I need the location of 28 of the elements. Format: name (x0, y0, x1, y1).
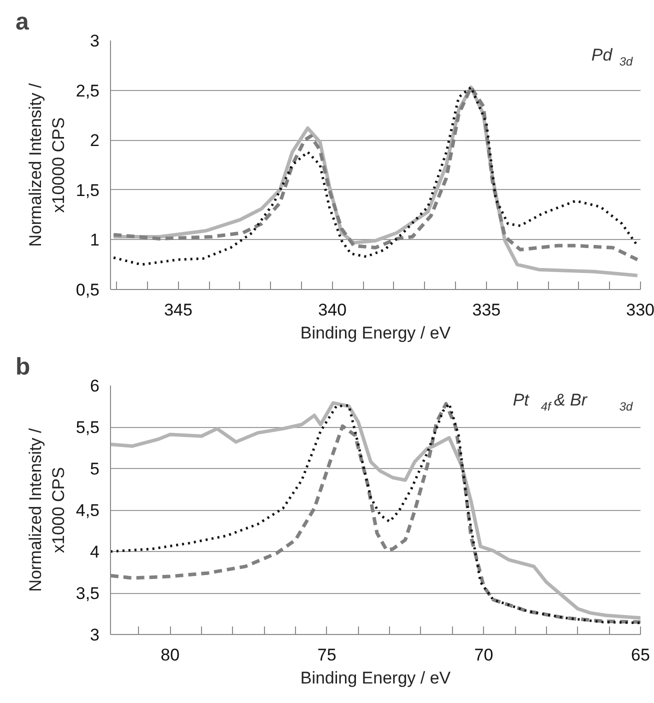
y-tick-label: 0,5 (76, 280, 100, 300)
x-tick-label: 75 (317, 646, 336, 664)
y-tick-label: 3 (90, 32, 100, 50)
x-tick-label: 345 (164, 300, 192, 320)
x-tick-label: 80 (160, 646, 180, 664)
y-tick-label: 2 (90, 131, 100, 150)
y-tick-label: 4,5 (76, 501, 100, 520)
y-tick-label: 2,5 (76, 81, 100, 100)
y-axis-title: Normalized Intensity / x10000 CPS (26, 83, 68, 247)
x-tick-label: 330 (626, 300, 654, 320)
x-tick-label: 335 (472, 300, 501, 320)
y-tick-label: 1 (90, 230, 100, 250)
x-tick-label: 340 (318, 300, 347, 320)
y-tick-label: 5,5 (76, 418, 100, 437)
x-axis-title: Binding Energy / eV (300, 324, 452, 342)
x-tick-label: 65 (631, 646, 650, 664)
x-axis-title: Binding Energy / eV (300, 668, 452, 688)
y-tick-label: 4 (90, 542, 100, 562)
y-tick-label: 6 (90, 376, 100, 396)
y-tick-label: 3,5 (76, 584, 100, 603)
x-tick-label: 70 (474, 646, 494, 664)
chart-title: a (16, 8, 30, 36)
y-axis-title: Normalized Intensity / x1000 CPS (26, 428, 68, 592)
y-tick-label: 5 (90, 460, 100, 478)
y-tick-label: 1,5 (76, 180, 100, 200)
annotation: Pd 3d (591, 46, 634, 68)
chart-title: b (16, 354, 30, 380)
y-tick-label: 3 (90, 626, 100, 644)
